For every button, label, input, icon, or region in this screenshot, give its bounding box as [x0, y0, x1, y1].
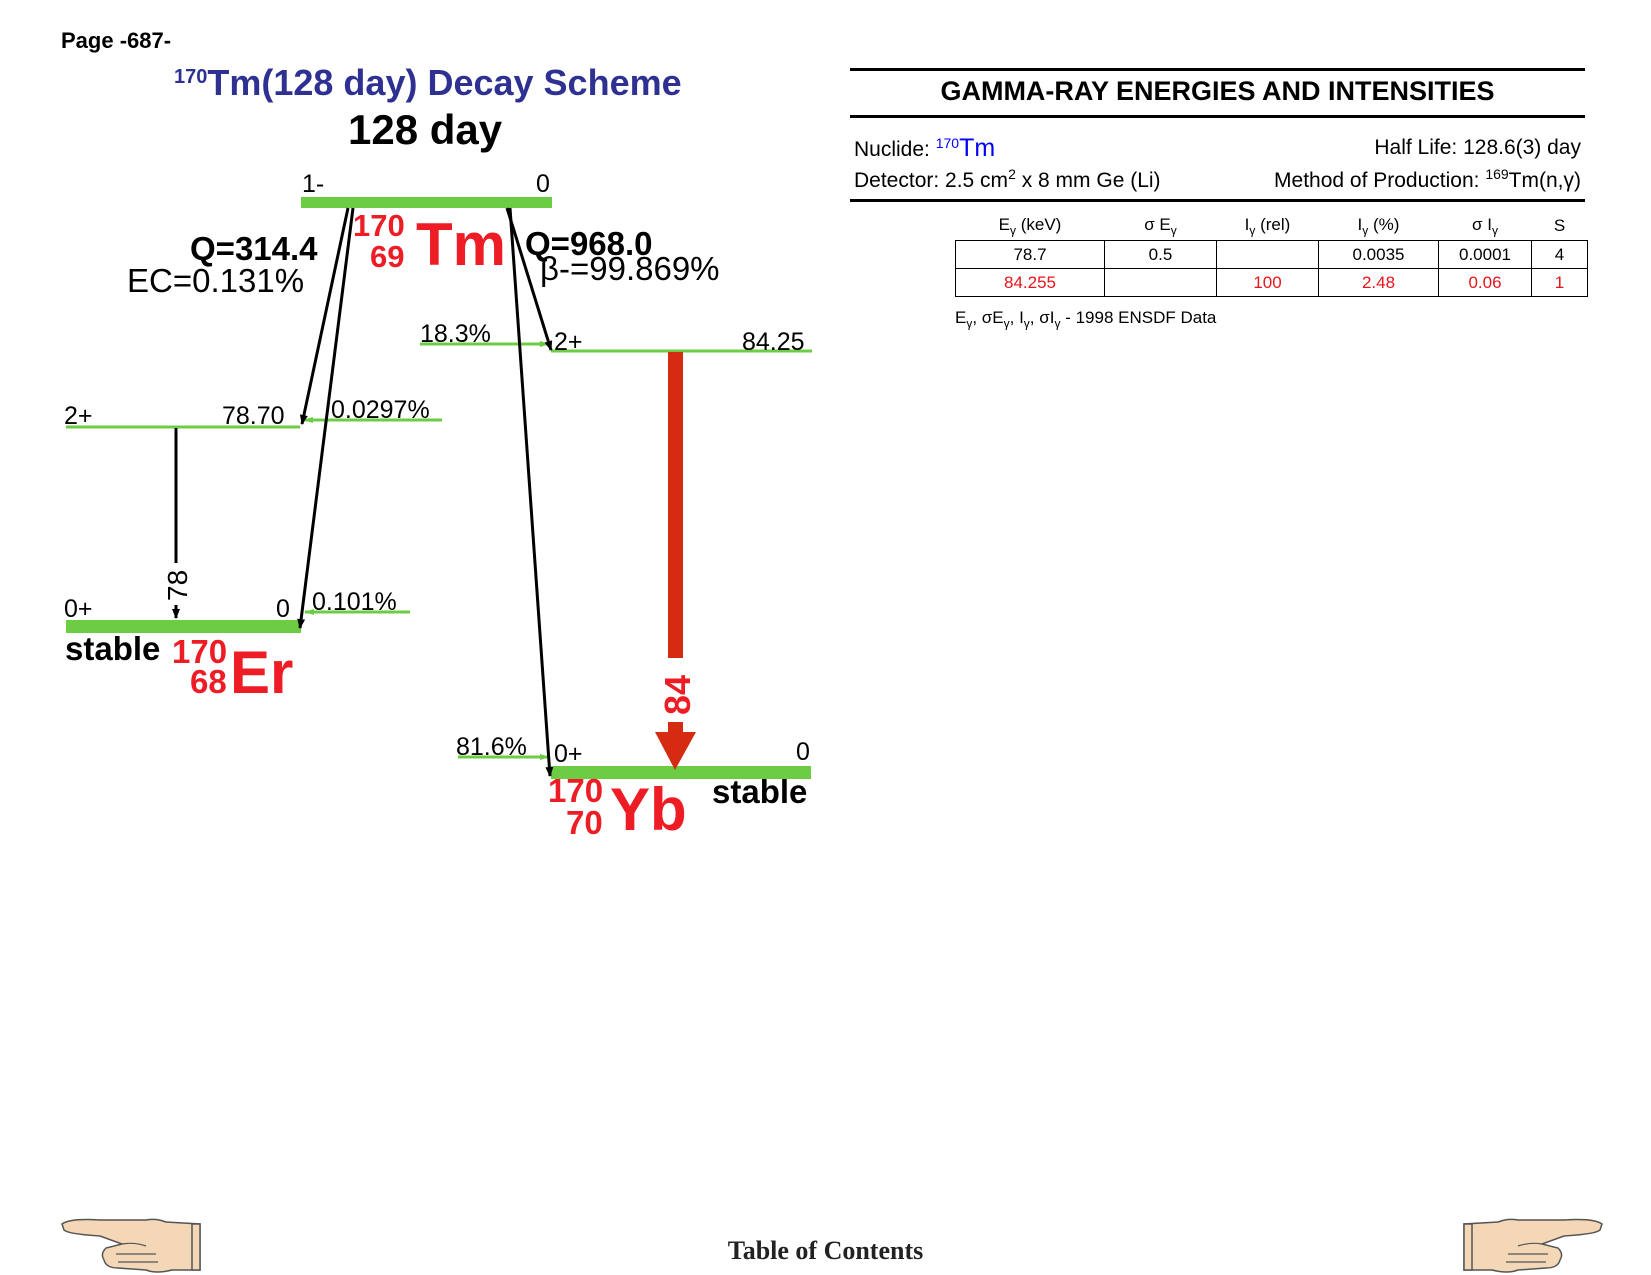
- production-text-post: Tm(n,γ): [1508, 169, 1581, 192]
- er-feed-ground-label: 0.101%: [312, 588, 397, 616]
- cell-intensity-pct: 2.48: [1318, 268, 1439, 297]
- cell-sigma-energy: 0.5: [1104, 240, 1217, 269]
- er-level-2plus-spin: 2+: [64, 402, 93, 430]
- production-info: Method of Production: 169Tm(n,γ): [1274, 166, 1581, 193]
- cell-intensity-rel: 100: [1216, 268, 1319, 297]
- ec-q-value: Q=314.4: [190, 230, 318, 267]
- detector-text: Detector: 2.5 cm: [854, 169, 1009, 192]
- detector-text-post: x 8 mm Ge (Li): [1015, 169, 1161, 192]
- parent-mass: 170: [353, 208, 405, 243]
- detector-sup: 2: [1008, 166, 1016, 182]
- table-of-contents-link[interactable]: Table of Contents: [727, 1236, 924, 1265]
- title-text: Tm(128 day) Decay Scheme: [207, 62, 682, 103]
- col-sigma-energy: σ Eγ: [1144, 214, 1177, 238]
- yb-gamma-bar: [668, 352, 683, 658]
- yb-level-ground-energy: 0: [796, 738, 810, 766]
- title-mass: 170: [174, 66, 208, 88]
- nuclide-symbol: Tm: [959, 134, 996, 162]
- ec-arrow-to-ground: [297, 207, 355, 629]
- beta-branch-label: β-=99.869%: [540, 250, 720, 287]
- parent-symbol: Tm: [416, 211, 506, 278]
- beta-arrow-to-ground: [508, 207, 554, 777]
- yb-feed-2plus-label: 18.3%: [420, 320, 491, 348]
- cell-s: 4: [1531, 240, 1588, 269]
- production-text: Method of Production:: [1274, 169, 1486, 192]
- col-intensity-rel: Iγ (rel): [1244, 214, 1291, 238]
- yb-level-ground-spin: 0+: [554, 740, 583, 768]
- col-energy: Eγ (keV): [998, 214, 1062, 238]
- er-level-ground-spin: 0+: [64, 595, 93, 623]
- gamma-table: Eγ (keV) σ Eγ Iγ (rel) Iγ (%) σ Iγ S 78.…: [955, 212, 1588, 297]
- er-level-ground: [66, 620, 301, 633]
- nuclide-info: Nuclide: 170Tm: [854, 134, 995, 163]
- table-row: 84.255 100 2.48 0.06 1: [955, 268, 1588, 297]
- col-intensity-pct: Iγ (%): [1357, 214, 1400, 238]
- col-sigma-intensity: σ Iγ: [1472, 214, 1498, 238]
- er-level-2plus-energy: 78.70: [222, 402, 285, 430]
- beta-arrow-to-84: [505, 207, 553, 351]
- er-stable-label: stable: [65, 630, 160, 667]
- production-sup: 169: [1485, 166, 1509, 182]
- pointing-hand-right-icon[interactable]: [1462, 1214, 1604, 1274]
- parent-half-life: 128 day: [348, 106, 503, 153]
- ec-arrow-to-78: [299, 207, 350, 425]
- half-life-info: Half Life: 128.6(3) day: [1374, 136, 1581, 159]
- er-symbol: Er: [230, 639, 293, 706]
- page-number: Page -687-: [61, 28, 172, 53]
- er-gamma-label: 78: [162, 570, 193, 601]
- er-feed-2plus-label: 0.0297%: [331, 396, 430, 424]
- gamma-table-head-row: Eγ (keV) σ Eγ Iγ (rel) Iγ (%) σ Iγ S: [956, 212, 1588, 241]
- page-title: 170Tm(128 day) Decay Scheme: [174, 62, 682, 104]
- yb-gamma-bar-lower: [668, 722, 683, 734]
- cell-energy: 78.7: [955, 240, 1105, 269]
- yb-mass: 170: [548, 772, 603, 809]
- parent-spin: 1-: [302, 170, 324, 198]
- table-rule-mid: [850, 115, 1585, 118]
- ec-branch-label: EC=0.131%: [127, 262, 304, 299]
- detector-info: Detector: 2.5 cm2 x 8 mm Ge (Li): [854, 166, 1161, 193]
- yb-level-2plus-spin: 2+: [554, 328, 583, 356]
- cell-sigma-intensity: 0.06: [1438, 268, 1532, 297]
- cell-intensity-pct: 0.0035: [1318, 240, 1439, 269]
- yb-gamma-arrowhead: [655, 732, 696, 770]
- yb-z: 70: [566, 804, 603, 841]
- yb-feed-ground-label: 81.6%: [456, 733, 527, 761]
- yb-gamma-label: 84: [657, 675, 698, 715]
- yb-level-ground: [551, 766, 811, 779]
- decay-scheme-diagram: 1- 0 170 69 Tm Q=314.4 EC=0.131% Q=968.0…: [64, 170, 812, 843]
- pointing-hand-left-icon[interactable]: [60, 1214, 202, 1274]
- cell-intensity-rel: [1216, 240, 1319, 269]
- table-rule-bottom: [850, 199, 1585, 202]
- cell-energy: 84.255: [955, 268, 1105, 297]
- parent-energy: 0: [536, 170, 550, 198]
- yb-symbol: Yb: [610, 776, 687, 843]
- footnote-source: 1998 ENSDF Data: [1075, 308, 1217, 327]
- parent-z: 69: [370, 239, 404, 274]
- er-level-ground-energy: 0: [276, 595, 290, 623]
- nuclide-mass: 170: [935, 135, 960, 151]
- gamma-table-header: GAMMA-RAY ENERGIES AND INTENSITIES: [940, 76, 1495, 106]
- cell-sigma-energy: [1104, 268, 1217, 297]
- yb-level-2plus-energy: 84.25: [742, 328, 805, 356]
- er-gamma-label-bg: [164, 563, 188, 605]
- cell-sigma-intensity: 0.0001: [1438, 240, 1532, 269]
- beta-q-value: Q=968.0: [525, 225, 653, 262]
- yb-stable-label: stable: [712, 773, 807, 810]
- parent-level-bar: [301, 197, 552, 208]
- er-z: 68: [190, 663, 227, 700]
- table-rule-top: [850, 68, 1585, 71]
- nuclide-label: Nuclide:: [854, 138, 936, 161]
- er-mass: 170: [172, 633, 227, 670]
- cell-s: 1: [1531, 268, 1588, 297]
- col-s: S: [1553, 216, 1566, 235]
- table-footnote: Eγ, σEγ, Iγ, σIγ - 1998 ENSDF Data: [955, 308, 1217, 331]
- table-row: 78.7 0.5 0.0035 0.0001 4: [955, 240, 1588, 269]
